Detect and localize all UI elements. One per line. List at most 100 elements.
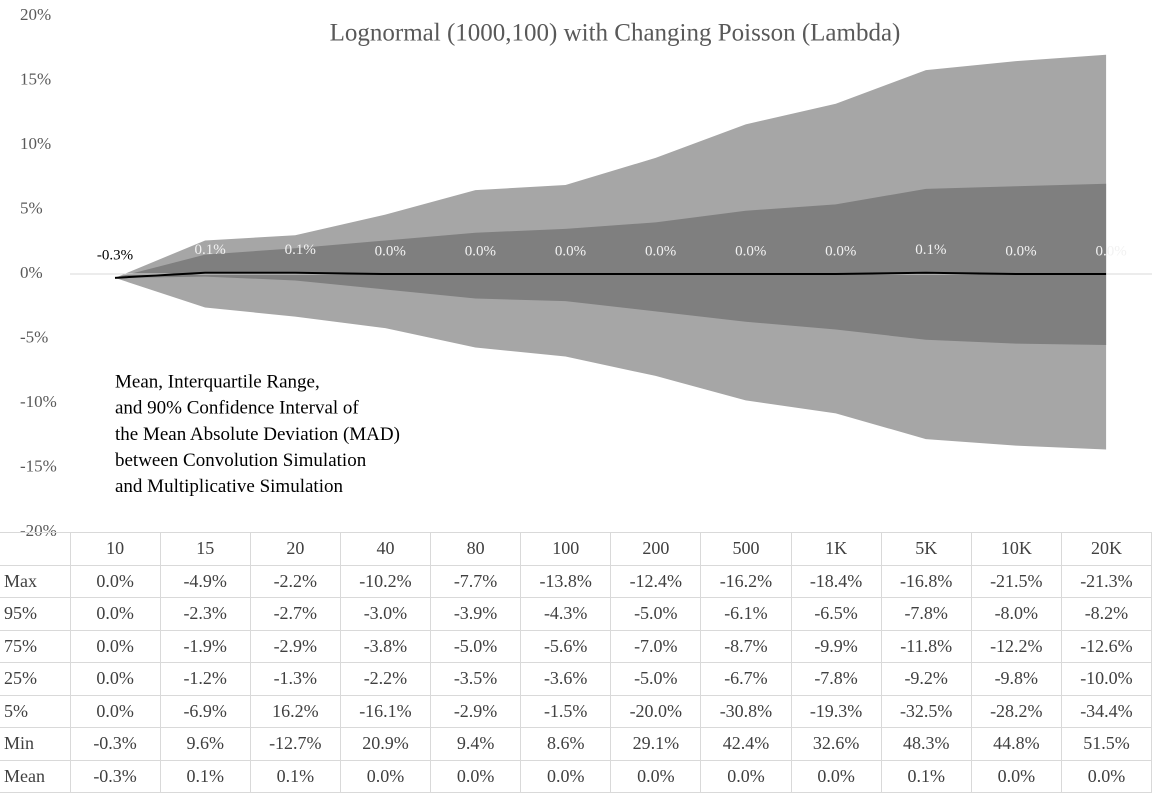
table-cell: -9.2% bbox=[880, 662, 972, 696]
data-label: 0.0% bbox=[1095, 243, 1126, 259]
table-cell: -19.3% bbox=[790, 694, 882, 728]
column-header: 10K bbox=[970, 532, 1062, 566]
table-cell: 0.0% bbox=[1060, 759, 1152, 793]
y-tick-label: 15% bbox=[20, 69, 51, 88]
table-cell: 9.4% bbox=[429, 727, 522, 761]
table-cell: -11.8% bbox=[880, 629, 972, 663]
table-cell: -16.2% bbox=[700, 564, 792, 598]
table-cell: 32.6% bbox=[790, 727, 882, 761]
table-cell: 0.0% bbox=[700, 759, 792, 793]
y-tick-label: -5% bbox=[20, 327, 48, 346]
table-cell: -5.0% bbox=[429, 629, 522, 663]
table-cell: 0.1% bbox=[249, 759, 341, 793]
table-cell: 16.2% bbox=[249, 694, 341, 728]
table-cell: 0.0% bbox=[520, 759, 612, 793]
table-cell: -3.6% bbox=[520, 662, 612, 696]
row-header: 5% bbox=[0, 694, 71, 728]
column-header: 200 bbox=[610, 532, 702, 566]
table-cell: -34.4% bbox=[1060, 694, 1152, 728]
table-cell: -30.8% bbox=[700, 694, 792, 728]
inner-band bbox=[115, 183, 1107, 345]
table-cell: 0.0% bbox=[69, 694, 161, 728]
table-cell: -1.2% bbox=[159, 662, 251, 696]
table-cell: -21.5% bbox=[970, 564, 1062, 598]
table-cell: -2.2% bbox=[339, 662, 432, 696]
table-cell: -5.6% bbox=[520, 629, 612, 663]
table-cell: -21.3% bbox=[1060, 564, 1152, 598]
table-cell: -5.0% bbox=[610, 597, 702, 631]
table-cell: -3.8% bbox=[339, 629, 432, 663]
table-cell: 0.0% bbox=[790, 759, 882, 793]
table-cell: 0.0% bbox=[429, 759, 522, 793]
table-cell: -4.9% bbox=[159, 564, 251, 598]
table-cell: 9.6% bbox=[159, 727, 251, 761]
annotation: the Mean Absolute Deviation (MAD) bbox=[115, 424, 400, 445]
table-cell: -1.9% bbox=[159, 629, 251, 663]
row-header: Max bbox=[0, 564, 71, 598]
data-label: 0.1% bbox=[194, 242, 225, 258]
table-cell: 20.9% bbox=[339, 727, 432, 761]
table-cell: -12.6% bbox=[1060, 629, 1152, 663]
column-header: 500 bbox=[700, 532, 792, 566]
table-cell: -7.7% bbox=[429, 564, 522, 598]
column-header: 5K bbox=[880, 532, 972, 566]
data-label: 0.0% bbox=[465, 243, 496, 259]
data-label: 0.0% bbox=[555, 243, 586, 259]
table-cell: 0.0% bbox=[339, 759, 432, 793]
table-cell: -8.7% bbox=[700, 629, 792, 663]
table-cell: -7.8% bbox=[880, 597, 972, 631]
table-cell: -6.7% bbox=[700, 662, 792, 696]
data-table: 10 15 20 40 80 100 200 500 1K 5K 10K 20K Max 0.0% -4.… bbox=[0, 532, 1152, 793]
table-cell: -7.8% bbox=[790, 662, 882, 696]
table-row: 25% 0.0% -1.2% -1.3% -2.2% -3.5% -3.6% -5.0% -6.… bbox=[0, 662, 1152, 696]
data-label: 0.0% bbox=[825, 243, 856, 259]
table-cell: -2.2% bbox=[249, 564, 341, 598]
table-cell: -12.2% bbox=[970, 629, 1062, 663]
table-cell: 0.0% bbox=[69, 629, 161, 663]
table-header: 10 15 20 40 80 100 200 500 1K 5K 10K 20K bbox=[0, 532, 1152, 566]
chart-title: Lognormal (1000,100) with Changing Poiss… bbox=[330, 20, 901, 47]
y-tick-label: 0% bbox=[20, 263, 43, 282]
column-header: 1K bbox=[790, 532, 882, 566]
column-header: 20 bbox=[249, 532, 341, 566]
data-label: 0.1% bbox=[915, 242, 946, 258]
table-cell: -6.5% bbox=[790, 597, 882, 631]
row-header: Min bbox=[0, 727, 71, 761]
data-label: 0.0% bbox=[1005, 243, 1036, 259]
y-tick-label: 10% bbox=[20, 134, 51, 153]
annotation: Mean, Interquartile Range, bbox=[115, 371, 320, 392]
table-cell: -28.2% bbox=[970, 694, 1062, 728]
table-cell: -5.0% bbox=[610, 662, 702, 696]
table-cell: 0.0% bbox=[970, 759, 1062, 793]
data-label: -0.3% bbox=[97, 247, 133, 263]
row-header: 95% bbox=[0, 597, 71, 631]
mean-line bbox=[114, 271, 1107, 279]
table-cell: -9.8% bbox=[970, 662, 1062, 696]
table-cell: -3.5% bbox=[429, 662, 522, 696]
data-label: 0.1% bbox=[285, 242, 316, 258]
table-cell: 48.3% bbox=[880, 727, 972, 761]
table-cell: -6.9% bbox=[159, 694, 251, 728]
table-cell: -8.0% bbox=[970, 597, 1062, 631]
data-label: 0.0% bbox=[375, 243, 406, 259]
table-cell: -7.0% bbox=[610, 629, 702, 663]
row-header: Mean bbox=[0, 759, 71, 793]
table-cell: -13.8% bbox=[520, 564, 612, 598]
table-cell: -10.0% bbox=[1060, 662, 1152, 696]
y-tick-label: -10% bbox=[20, 392, 57, 411]
table-cell: 51.5% bbox=[1060, 727, 1152, 761]
table-cell: -2.9% bbox=[429, 694, 522, 728]
table-cell: 44.8% bbox=[970, 727, 1062, 761]
table-cell: 0.1% bbox=[159, 759, 251, 793]
column-header: 40 bbox=[339, 532, 432, 566]
table-cell: -9.9% bbox=[790, 629, 882, 663]
table-cell: 29.1% bbox=[610, 727, 702, 761]
table-cell: -6.1% bbox=[700, 597, 792, 631]
table-cell: -3.9% bbox=[429, 597, 522, 631]
table-cell: -12.7% bbox=[249, 727, 341, 761]
row-header: 25% bbox=[0, 662, 71, 696]
data-label: 0.0% bbox=[735, 243, 766, 259]
table-cell: -0.3% bbox=[69, 759, 161, 793]
